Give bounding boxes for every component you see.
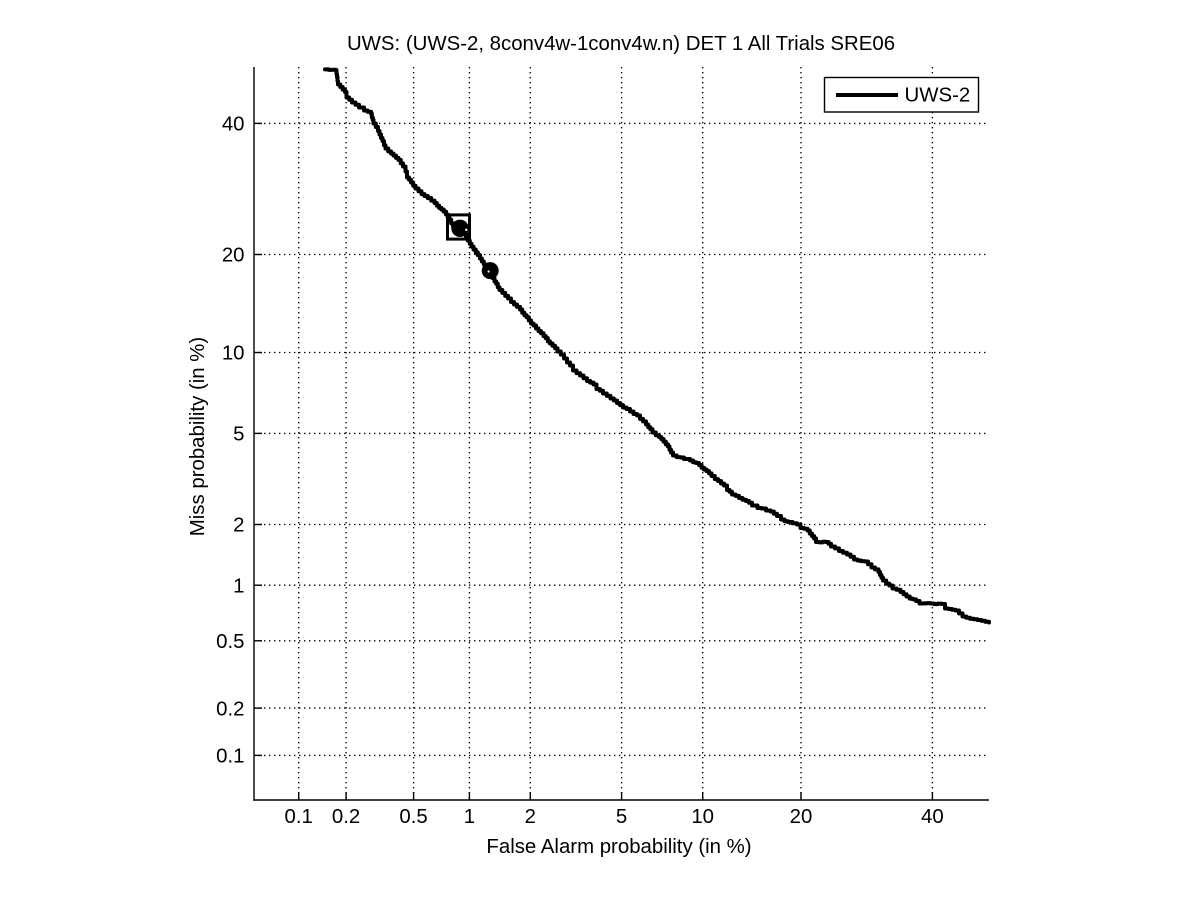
svg-text:2: 2: [525, 806, 536, 828]
svg-text:20: 20: [222, 245, 245, 267]
svg-text:0.1: 0.1: [285, 806, 313, 828]
svg-text:Miss probability (in %): Miss probability (in %): [187, 337, 209, 536]
svg-text:0.2: 0.2: [332, 806, 360, 828]
svg-text:0.5: 0.5: [216, 631, 244, 653]
svg-text:False Alarm probability (in %): False Alarm probability (in %): [486, 836, 751, 858]
svg-text:20: 20: [790, 806, 813, 828]
svg-text:10: 10: [222, 343, 245, 365]
svg-text:10: 10: [691, 806, 714, 828]
svg-text:0.1: 0.1: [216, 746, 244, 768]
svg-text:2: 2: [233, 515, 244, 537]
svg-text:5: 5: [616, 806, 627, 828]
svg-text:1: 1: [233, 575, 244, 597]
svg-text:40: 40: [921, 806, 944, 828]
svg-text:0.2: 0.2: [216, 698, 244, 720]
svg-text:40: 40: [222, 114, 245, 136]
svg-text:1: 1: [464, 806, 475, 828]
svg-text:5: 5: [233, 424, 244, 446]
svg-text:UWS-2: UWS-2: [905, 85, 971, 107]
svg-text:0.5: 0.5: [399, 806, 427, 828]
svg-text:UWS: (UWS-2, 8conv4w-1conv4w.n: UWS: (UWS-2, 8conv4w-1conv4w.n) DET 1 Al…: [347, 33, 895, 55]
